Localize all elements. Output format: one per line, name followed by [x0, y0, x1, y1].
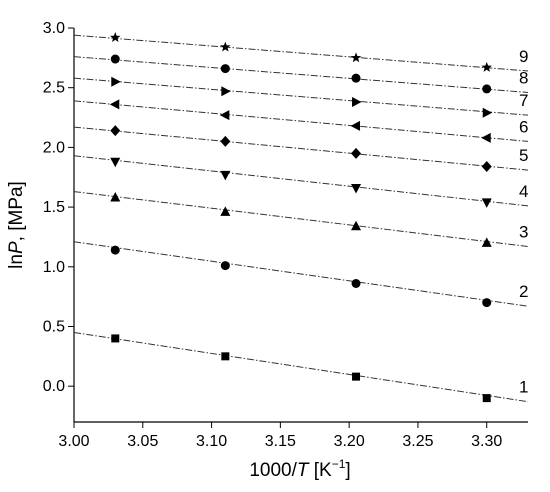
data-point: [220, 64, 230, 74]
data-point: [350, 52, 362, 63]
data-point: [482, 298, 492, 308]
data-point: [220, 135, 231, 147]
x-axis-title: 1000/T [K−1]: [249, 457, 350, 481]
x-tick-label: 3.00: [58, 433, 89, 450]
series-label: 5: [519, 146, 528, 165]
series-labels: 1 2 3 4 5 6 7 8 9: [519, 47, 528, 397]
data-point: [351, 183, 362, 194]
y-axis-title: lnP, [MPa]: [6, 181, 27, 269]
data-point: [220, 206, 231, 216]
data-point: [352, 97, 362, 108]
data-point: [220, 261, 230, 271]
data-point: [220, 41, 231, 52]
data-point: [111, 334, 120, 343]
fit-line: [73, 56, 529, 93]
x-tick-label: 3.20: [334, 433, 365, 450]
y-tick-label: 1.5: [43, 199, 65, 216]
data-point: [110, 54, 120, 64]
fit-line: [73, 331, 529, 403]
fit-line: [73, 155, 529, 207]
data-point: [351, 147, 362, 159]
data-point: [481, 161, 492, 172]
y-tick-label: 0.5: [43, 318, 65, 335]
data-point: [352, 372, 361, 381]
series-label: 1: [519, 378, 528, 397]
data-point: [219, 110, 230, 121]
data-point: [350, 120, 361, 131]
series-label: 7: [519, 91, 528, 110]
series-label: 9: [519, 47, 528, 66]
x-tick-label: 3.15: [265, 433, 296, 450]
series-label: 6: [519, 117, 528, 136]
data-point: [110, 157, 121, 168]
data-point: [482, 84, 492, 94]
data-point: [481, 237, 492, 247]
data-point: [351, 220, 362, 231]
y-tick-label: 0.0: [43, 378, 65, 395]
series-label: 8: [519, 68, 528, 87]
data-point: [221, 86, 231, 97]
data-point: [351, 73, 361, 83]
data-point: [110, 32, 121, 42]
x-ticks: 3.00 3.05 3.10 3.15 3.20 3.25 3.30: [58, 422, 502, 450]
x-tick-label: 3.25: [402, 433, 433, 450]
data-point: [111, 76, 121, 87]
y-tick-label: 3.0: [43, 20, 65, 37]
data-point: [481, 61, 492, 72]
data-point: [110, 125, 121, 137]
fit-line: [73, 241, 529, 307]
data-point: [110, 192, 121, 202]
y-tick-label: 2.0: [43, 139, 65, 156]
y-tick-label: 1.0: [43, 259, 65, 276]
data-point: [481, 198, 492, 208]
series-label: 4: [519, 182, 528, 201]
data-point: [351, 279, 361, 289]
x-tick-label: 3.30: [471, 433, 502, 450]
series-label: 2: [519, 282, 528, 301]
y-tick-label: 2.5: [43, 80, 65, 97]
x-tick-label: 3.05: [127, 433, 158, 450]
data-point: [482, 107, 493, 118]
data-point: [110, 245, 120, 255]
fit-line: [73, 191, 529, 247]
y-ticks: 0.0 0.5 1.0 1.5 2.0 2.5 3.0: [43, 20, 74, 395]
x-tick-label: 3.10: [196, 433, 227, 450]
plot-frame: [73, 28, 528, 423]
series-label: 3: [519, 222, 528, 241]
data-point: [482, 394, 491, 403]
fit-line: [73, 34, 529, 72]
fit-line: [73, 100, 529, 142]
data-point: [109, 99, 120, 110]
fit-lines: [73, 34, 529, 403]
fit-line: [73, 77, 529, 116]
data-markers: [109, 32, 493, 403]
data-point: [220, 170, 231, 181]
fit-line: [73, 126, 529, 171]
data-point: [481, 132, 491, 143]
data-point: [221, 352, 230, 361]
